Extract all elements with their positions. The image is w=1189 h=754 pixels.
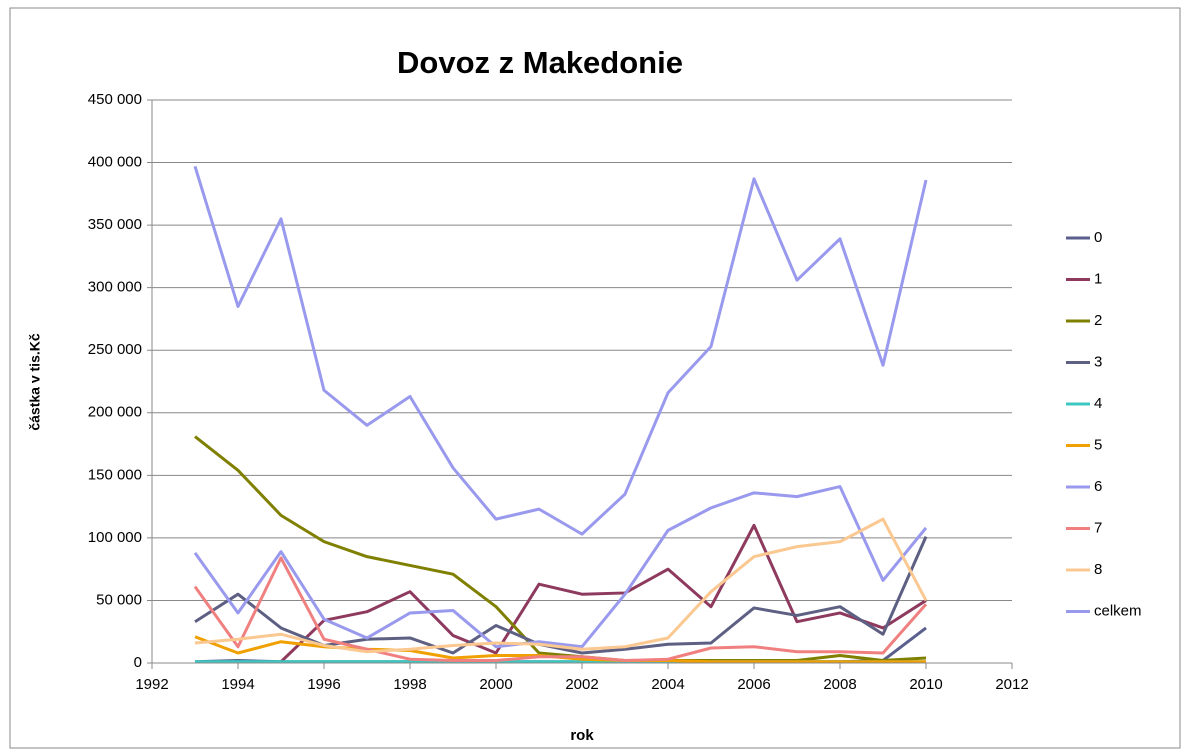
y-tick-label: 300 000: [88, 279, 142, 296]
x-tick-label: 1996: [307, 676, 340, 693]
x-tick-label: 1994: [221, 676, 254, 693]
legend-label: 8: [1094, 561, 1102, 578]
series-line: [194, 517, 928, 654]
x-axis-label: rok: [570, 727, 594, 744]
legend-label: 1: [1094, 270, 1102, 287]
legend-label: 7: [1094, 519, 1102, 536]
legend-label: celkem: [1094, 602, 1142, 619]
legend-label: 4: [1094, 395, 1102, 412]
y-tick-label: 400 000: [88, 154, 142, 171]
series-line: [193, 165, 928, 536]
series-line: [193, 556, 928, 662]
x-tick-label: 2002: [565, 676, 598, 693]
y-tick-label: 150 000: [88, 466, 142, 483]
legend-label: 2: [1094, 312, 1102, 329]
legend-label: 6: [1094, 478, 1102, 495]
legend-label: 3: [1094, 353, 1102, 370]
x-tick-label: 2008: [823, 676, 856, 693]
y-tick-label: 450 000: [88, 91, 142, 108]
y-tick-label: 0: [134, 654, 142, 671]
y-axis-label: částka v tis.Kč: [27, 333, 43, 430]
x-tick-label: 2000: [479, 676, 512, 693]
x-tick-label: 2012: [995, 676, 1028, 693]
legend-label: 0: [1094, 229, 1102, 246]
chart-frame: [9, 7, 1181, 749]
chart-title: Dovoz z Makedonie: [397, 45, 683, 80]
series-line: [279, 523, 927, 663]
x-tick-label: 2010: [909, 676, 942, 693]
y-tick-label: 200 000: [88, 404, 142, 421]
series-line: [193, 485, 928, 649]
x-tick-label: 2006: [737, 676, 770, 693]
x-tick-label: 1992: [135, 676, 168, 693]
y-tick-label: 100 000: [88, 529, 142, 546]
x-tick-label: 2004: [651, 676, 684, 693]
series-line: [194, 435, 927, 662]
y-tick-label: 50 000: [96, 591, 142, 608]
y-tick-label: 250 000: [88, 341, 142, 358]
x-tick-label: 1998: [393, 676, 426, 693]
legend-label: 5: [1094, 436, 1102, 453]
y-tick-label: 350 000: [88, 216, 142, 233]
